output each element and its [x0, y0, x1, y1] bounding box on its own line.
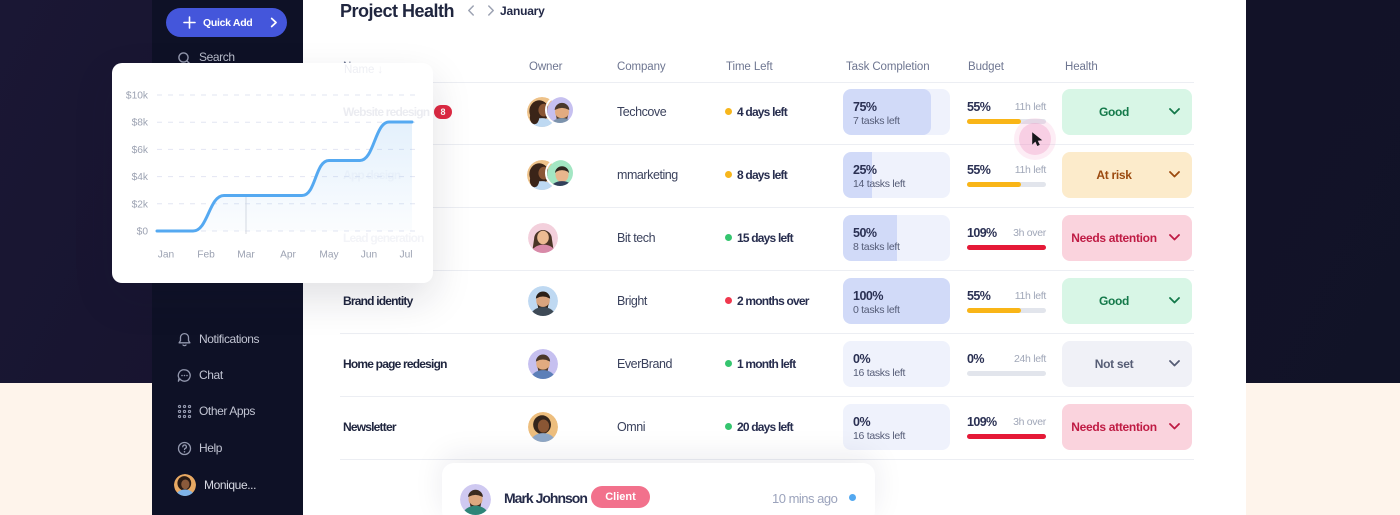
svg-text:$4k: $4k [132, 172, 149, 183]
svg-text:$10k: $10k [126, 91, 149, 102]
svg-text:May: May [319, 250, 339, 261]
svg-text:$2k: $2k [132, 199, 149, 210]
svg-text:Mar: Mar [237, 250, 255, 261]
svg-text:Apr: Apr [280, 250, 296, 261]
svg-text:Jun: Jun [361, 250, 377, 261]
svg-text:$6k: $6k [132, 145, 149, 156]
svg-text:$8k: $8k [132, 118, 149, 129]
svg-text:Jul: Jul [399, 250, 412, 261]
svg-text:$0: $0 [137, 227, 149, 238]
svg-text:Feb: Feb [197, 250, 215, 261]
svg-text:Jan: Jan [158, 250, 174, 261]
